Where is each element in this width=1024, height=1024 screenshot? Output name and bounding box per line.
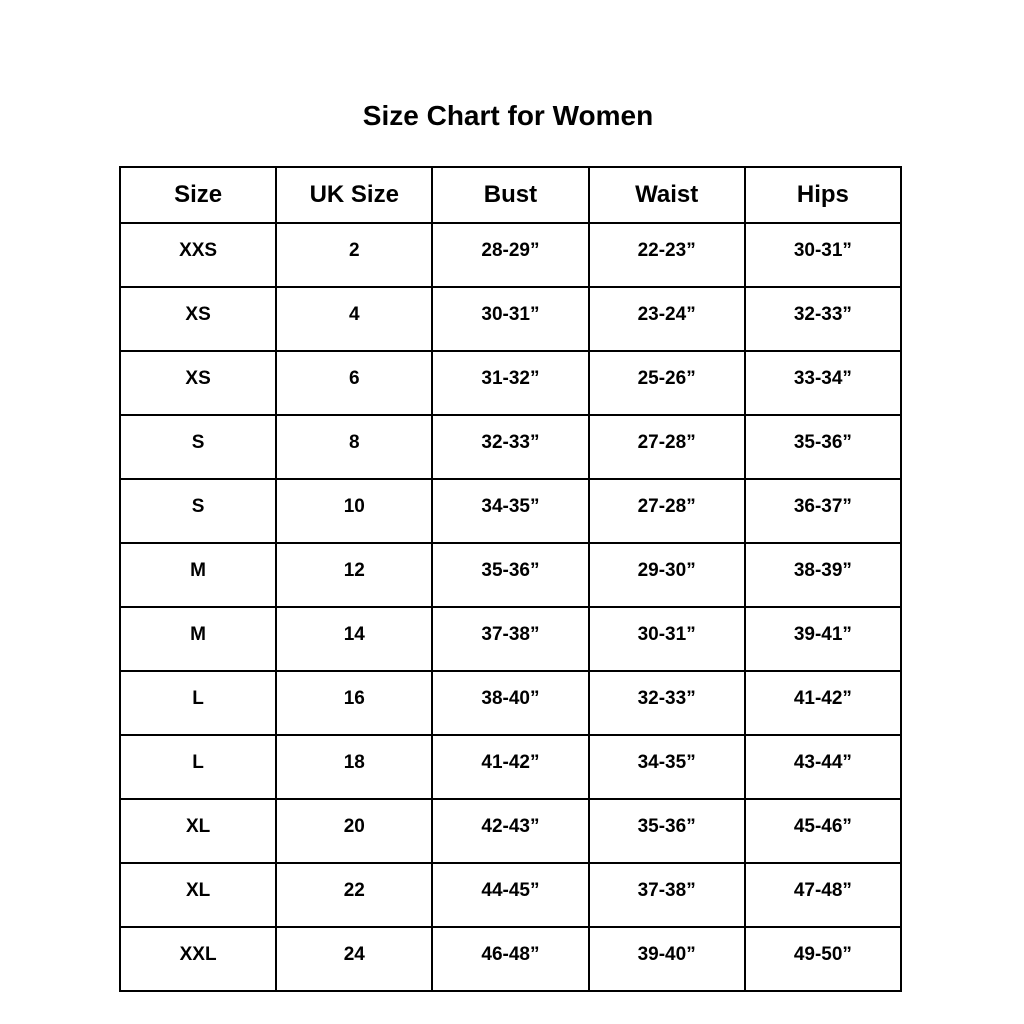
column-header: Bust (431, 166, 590, 224)
table-cell: 22 (275, 862, 434, 928)
table-cell: 31-32” (431, 350, 590, 416)
table-cell: 32-33” (743, 286, 903, 352)
table-row: L 18 41-42” 34-35” 43-44” (118, 734, 903, 800)
table-cell: 33-34” (743, 350, 903, 416)
table-cell: 47-48” (743, 862, 903, 928)
table-cell: 14 (275, 606, 434, 672)
table-row: L 16 38-40” 32-33” 41-42” (118, 670, 903, 736)
table-cell: 28-29” (431, 222, 590, 288)
table-cell: XL (118, 862, 278, 928)
table-cell: L (118, 734, 278, 800)
table-cell: 35-36” (743, 414, 903, 480)
table-row: M 12 35-36” 29-30” 38-39” (118, 542, 903, 608)
table-cell: 35-36” (587, 798, 746, 864)
table-cell: 30-31” (587, 606, 746, 672)
column-header: Waist (587, 166, 746, 224)
table-cell: 30-31” (743, 222, 903, 288)
table-cell: S (118, 478, 278, 544)
table-cell: 46-48” (431, 926, 590, 992)
table-row: XXL 24 46-48” 39-40” 49-50” (118, 926, 903, 992)
table-cell: 24 (275, 926, 434, 992)
table-row: XL 22 44-45” 37-38” 47-48” (118, 862, 903, 928)
table-cell: XS (118, 286, 278, 352)
table-cell: 20 (275, 798, 434, 864)
table-cell: 34-35” (431, 478, 590, 544)
table-row: M 14 37-38” 30-31” 39-41” (118, 606, 903, 672)
table-cell: M (118, 542, 278, 608)
table-cell: 6 (275, 350, 434, 416)
table-header-row: Size UK Size Bust Waist Hips (118, 166, 903, 224)
table-cell: 2 (275, 222, 434, 288)
table-cell: 39-40” (587, 926, 746, 992)
table-row: S 8 32-33” 27-28” 35-36” (118, 414, 903, 480)
table-cell: 37-38” (431, 606, 590, 672)
column-header: Hips (743, 166, 903, 224)
table-cell: 29-30” (587, 542, 746, 608)
table-cell: 8 (275, 414, 434, 480)
table-cell: 27-28” (587, 414, 746, 480)
table-cell: 39-41” (743, 606, 903, 672)
page-title: Size Chart for Women (362, 100, 654, 131)
table-cell: L (118, 670, 278, 736)
table-cell: 41-42” (743, 670, 903, 736)
table-cell: 36-37” (743, 478, 903, 544)
table-cell: 49-50” (743, 926, 903, 992)
table-cell: 23-24” (587, 286, 746, 352)
table-cell: 4 (275, 286, 434, 352)
table-cell: XXS (118, 222, 278, 288)
table-body: XXS 2 28-29” 22-23” 30-31” XS 4 30-31” 23-24” 32-… (118, 222, 903, 992)
table-cell: XXL (118, 926, 278, 992)
column-header: UK Size (275, 166, 434, 224)
table-cell: 41-42” (431, 734, 590, 800)
table-cell: 34-35” (587, 734, 746, 800)
table-cell: 22-23” (587, 222, 746, 288)
table-cell: 16 (275, 670, 434, 736)
table-cell: 30-31” (431, 286, 590, 352)
size-chart-table: Size UK Size Bust Waist Hips XXS 2 28-29” 22-23… (118, 166, 903, 992)
table-row: XS 6 31-32” 25-26” 33-34” (118, 350, 903, 416)
table-row: XXS 2 28-29” 22-23” 30-31” (118, 222, 903, 288)
table-cell: M (118, 606, 278, 672)
table-cell: S (118, 414, 278, 480)
table-cell: 32-33” (431, 414, 590, 480)
table-cell: XS (118, 350, 278, 416)
table-cell: 38-39” (743, 542, 903, 608)
table-cell: 42-43” (431, 798, 590, 864)
table-cell: 35-36” (431, 542, 590, 608)
table-cell: 37-38” (587, 862, 746, 928)
table-cell: 44-45” (431, 862, 590, 928)
table-cell: 38-40” (431, 670, 590, 736)
table-cell: 45-46” (743, 798, 903, 864)
table-cell: 10 (275, 478, 434, 544)
table-cell: 25-26” (587, 350, 746, 416)
table-row: S 10 34-35” 27-28” 36-37” (118, 478, 903, 544)
table-cell: 12 (275, 542, 434, 608)
table-cell: 43-44” (743, 734, 903, 800)
column-header: Size (118, 166, 278, 224)
table-row: XL 20 42-43” 35-36” 45-46” (118, 798, 903, 864)
table-cell: 32-33” (587, 670, 746, 736)
table-row: XS 4 30-31” 23-24” 32-33” (118, 286, 903, 352)
table-cell: 27-28” (587, 478, 746, 544)
table-cell: 18 (275, 734, 434, 800)
table-cell: XL (118, 798, 278, 864)
